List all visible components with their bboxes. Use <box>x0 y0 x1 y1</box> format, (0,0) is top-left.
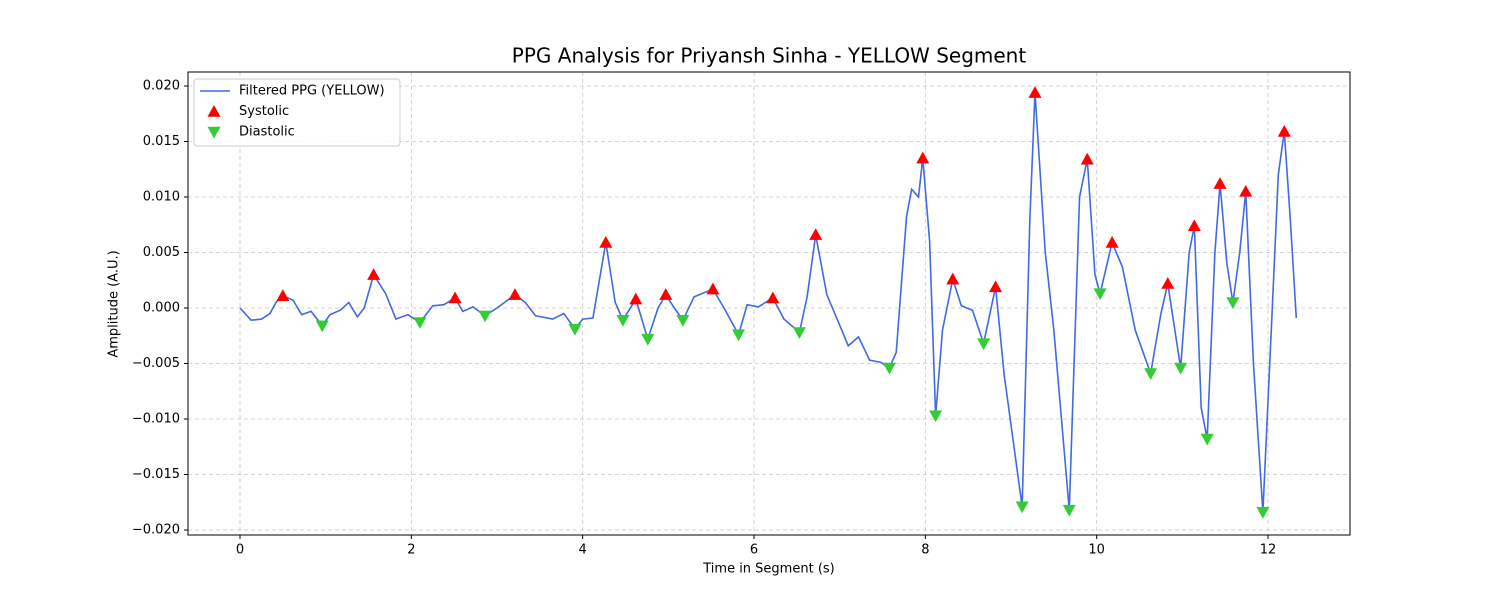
marker-point <box>732 329 746 342</box>
marker-point <box>1105 236 1119 248</box>
marker-point <box>315 320 329 333</box>
marker-point <box>1239 184 1253 197</box>
marker-point <box>599 236 613 248</box>
marker-point <box>929 410 943 423</box>
y-tick-label: 0.005 <box>143 245 180 260</box>
legend-swatch <box>207 126 221 139</box>
marker-point <box>977 338 991 351</box>
chart-title: PPG Analysis for Priyansh Sinha - YELLOW… <box>512 44 1027 68</box>
marker-point <box>706 282 720 295</box>
marker-point <box>1062 504 1076 517</box>
legend-swatch <box>207 105 221 117</box>
grid <box>188 72 1350 535</box>
y-tick-label: 0.000 <box>143 300 180 315</box>
y-tick-label: −0.010 <box>132 412 180 427</box>
marker-point <box>413 317 427 329</box>
y-axis-label: Amplitude (A.U.) <box>107 250 122 357</box>
marker-point <box>946 272 960 285</box>
marker-point <box>882 362 896 375</box>
legend-label: Filtered PPG (YELLOW) <box>239 84 385 99</box>
x-tick-label: 4 <box>579 543 587 558</box>
y-tick-label: −0.005 <box>132 356 180 371</box>
x-tick-label: 0 <box>236 543 244 558</box>
marker-point <box>659 288 673 300</box>
y-tick-label: 0.015 <box>143 134 180 149</box>
marker-point <box>478 310 492 323</box>
y-tick-label: 0.010 <box>143 189 180 204</box>
plot-area <box>239 86 1298 519</box>
y-tick-label: −0.015 <box>132 467 180 482</box>
marker-point <box>916 151 930 164</box>
marker-point <box>616 315 630 327</box>
y-tick-label: 0.020 <box>143 78 180 93</box>
marker-point <box>1028 86 1042 98</box>
marker-point <box>641 333 655 346</box>
marker-point <box>766 291 780 304</box>
x-tick-label: 10 <box>1088 543 1105 558</box>
marker-point <box>676 315 690 327</box>
legend-box <box>193 78 401 147</box>
marker-point <box>276 289 290 301</box>
marker-point <box>1174 362 1188 375</box>
axes-frame <box>187 71 1351 536</box>
legend-label: Diastolic <box>239 125 295 140</box>
marker-point <box>792 327 806 339</box>
marker-point <box>1080 152 1094 165</box>
marker-point <box>568 323 582 336</box>
x-tick-label: 6 <box>750 543 758 558</box>
marker-point <box>1144 368 1158 380</box>
marker-point <box>809 228 823 240</box>
marker-point <box>1161 277 1175 289</box>
marker-point <box>1200 433 1214 446</box>
marker-point <box>508 288 522 300</box>
x-axis-label: Time in Segment (s) <box>702 562 834 577</box>
legend-label: Systolic <box>239 104 289 119</box>
marker-point <box>1015 501 1029 514</box>
marker-point <box>629 292 643 305</box>
marker-point <box>989 280 1003 293</box>
x-tick-label: 12 <box>1260 543 1277 558</box>
marker-point <box>1187 219 1201 232</box>
marker-point <box>367 268 381 280</box>
x-tick-label: 8 <box>921 543 929 558</box>
marker-point <box>1277 124 1291 137</box>
marker-point <box>1226 297 1240 309</box>
x-tick-label: 2 <box>407 543 415 558</box>
y-tick-label: −0.020 <box>132 523 180 538</box>
marker-point <box>448 291 462 304</box>
legend: Filtered PPG (YELLOW) Systolic Diastolic <box>193 78 401 147</box>
marker-point <box>1213 177 1227 189</box>
marker-point <box>1256 507 1270 519</box>
marker-point <box>1093 288 1107 301</box>
